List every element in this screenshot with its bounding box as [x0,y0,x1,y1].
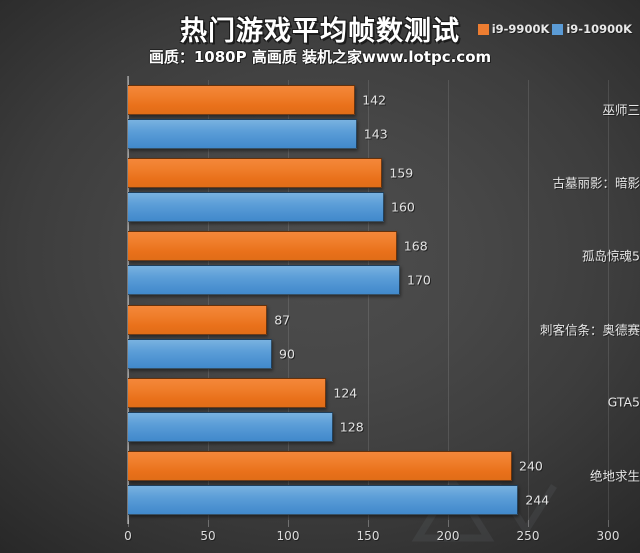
chart-title: 热门游戏平均帧数测试 [180,16,460,47]
x-axis-tick [368,520,369,527]
y-axis-category-label: 古墓丽影：暗影 [552,175,640,191]
bar-i9-10900k-3[interactable] [128,338,272,369]
x-axis-tick [208,520,209,527]
bar-i9-9900k-0[interactable] [128,84,356,115]
bar-i9-9900k-1[interactable] [128,158,383,188]
bar-i9-9900k-4[interactable] [128,378,327,408]
bar-value-label: 124 [333,385,358,401]
y-axis-category-label: 孤岛惊魂5 [582,248,640,264]
bar-value-label: 159 [389,165,414,181]
x-axis-tick-label: 250 [516,529,540,543]
gridline [528,80,529,520]
gridline [448,80,449,520]
legend-square-orange-icon [477,23,489,35]
bar-i9-10900k-5[interactable] [128,485,519,516]
gridline [288,80,289,520]
bar-value-label: 142 [362,92,387,108]
x-axis-tick [448,520,449,527]
bar-i9-10900k-1[interactable] [128,192,384,222]
y-axis-category-label: 巫师三 [602,102,640,118]
bar-i9-9900k-2[interactable] [128,231,397,262]
bar-value-label: 143 [363,126,388,142]
bar-i9-10900k-0[interactable] [128,118,357,149]
x-axis-tick [288,520,289,527]
x-axis-tick [128,520,129,527]
legend-label-series-0: i9-9900K [491,22,550,36]
legend-item-series-1[interactable]: i9-10900K [552,22,632,36]
x-axis-tick-label: 200 [436,529,460,543]
legend-item-series-0[interactable]: i9-9900K [477,22,550,36]
x-axis-tick-label: 50 [200,529,216,543]
x-axis-tick-label: 0 [124,529,132,543]
gridline [368,80,369,520]
x-axis-tick-label: 150 [356,529,380,543]
gridline [608,80,609,520]
chart-legend: i9-9900K i9-10900K [477,22,632,36]
bar-value-label: 87 [274,312,291,328]
gridline [128,80,129,520]
bar-value-label: 244 [525,492,550,508]
bar-value-label: 168 [403,238,428,254]
bar-value-label: 128 [339,419,364,435]
bar-i9-9900k-3[interactable] [128,304,268,335]
y-axis-category-label: 刺客信条：奥德赛 [539,322,640,338]
bar-value-label: 90 [279,346,295,362]
legend-label-series-1: i9-10900K [566,22,632,36]
x-axis-tick-label: 300 [596,529,620,543]
bar-value-label: 160 [391,199,415,215]
x-axis-tick-label: 100 [276,529,300,543]
chart-subtitle: 画质：1080P 高画质 装机之家www.lotpc.com [148,48,492,66]
legend-square-blue-icon [552,23,564,35]
bar-i9-10900k-4[interactable] [128,412,333,442]
y-axis-category-label: GTA5 [607,394,640,410]
plot-area: 142 143 159 160 168 170 87 90 124 128 240 244 [128,80,609,520]
bar-value-label: 240 [519,458,543,474]
y-axis-category-label: 绝地求生 [589,468,640,484]
bar-i9-9900k-5[interactable] [128,451,512,482]
y-axis-line [127,76,129,524]
gridline [208,80,209,520]
bar-i9-10900k-2[interactable] [128,265,400,296]
x-axis-tick [608,520,609,527]
x-axis-tick [528,520,529,527]
bar-value-label: 170 [407,272,431,288]
